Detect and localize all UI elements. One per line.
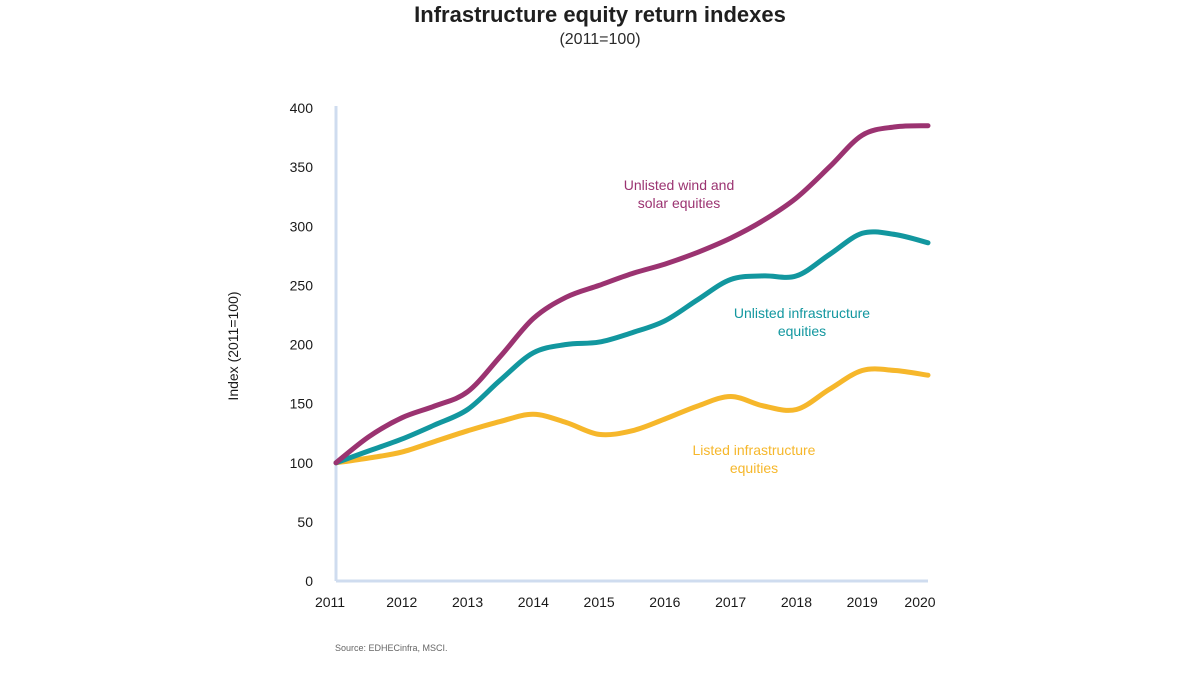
series-label: Unlisted wind and (624, 177, 735, 193)
source-note: Source: EDHECinfra, MSCI. (335, 643, 448, 653)
x-tick-label: 2017 (715, 594, 746, 610)
y-tick-label: 150 (290, 396, 314, 412)
y-tick-label: 250 (290, 277, 314, 293)
x-tick-label: 2014 (518, 594, 549, 610)
series-line (333, 229, 931, 466)
x-tick-label: 2013 (452, 594, 483, 610)
y-tick-label: 300 (290, 218, 314, 234)
x-tick-label: 2018 (781, 594, 812, 610)
x-tick-label: 2019 (847, 594, 878, 610)
x-tick-label: 2020 (904, 594, 935, 610)
y-tick-label: 400 (290, 100, 314, 116)
series-line (333, 366, 931, 466)
y-tick-label: 100 (290, 455, 314, 471)
series-label: solar equities (638, 195, 721, 211)
y-tick-label: 200 (290, 337, 314, 353)
chart-subtitle: (2011=100) (559, 31, 641, 48)
y-tick-labels: 0 50 100 150 200 250 300 350 400 (290, 100, 314, 589)
y-axis-label: Index (2011=100) (225, 291, 241, 400)
series-label: Listed infrastructure (693, 442, 816, 458)
y-tick-label: 50 (297, 514, 313, 530)
chart-title: Infrastructure equity return indexes (414, 2, 786, 27)
y-tick-label: 0 (305, 573, 313, 589)
x-tick-labels: 2011 2012 2013 2014 2015 2016 2017 2018 2019 2020 (315, 594, 936, 610)
series-line (333, 123, 931, 466)
series-label: Unlisted infrastructure (734, 305, 870, 321)
y-tick-label: 350 (290, 159, 314, 175)
x-tick-label: 2011 (315, 594, 345, 610)
x-tick-label: 2012 (386, 594, 417, 610)
x-tick-label: 2015 (584, 594, 615, 610)
series-label: equities (730, 460, 778, 476)
x-tick-label: 2016 (649, 594, 680, 610)
series-lines (333, 123, 931, 466)
series-labels: Unlisted wind and solar equities Unlisted … (624, 177, 871, 476)
series-label: equities (778, 323, 826, 339)
